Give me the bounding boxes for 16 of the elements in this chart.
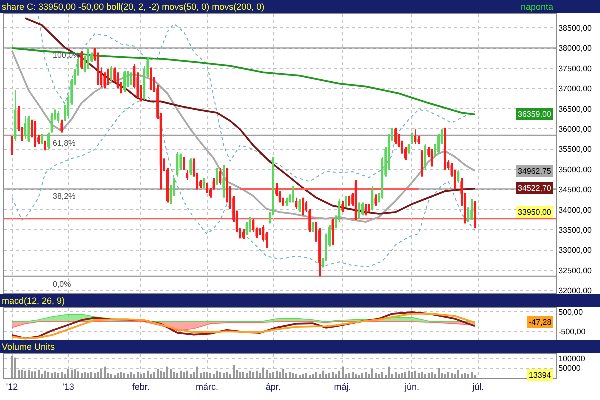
x-tick-label: '13 — [62, 382, 74, 392]
y-tick-label: 100000 — [558, 354, 586, 364]
x-tick-label: márc. — [196, 382, 219, 392]
x-tick-label: júl. — [472, 382, 484, 392]
y-tick-label: 50000 — [558, 364, 582, 374]
annotation: 13394 — [529, 371, 552, 380]
x-tick-label: jún. — [404, 382, 420, 392]
x-tick-label: '12 — [6, 382, 18, 392]
chart-title: Volume Units — [2, 342, 56, 352]
chart-title: macd(12, 26, 9) — [2, 296, 66, 306]
x-tick-label: febr. — [132, 382, 150, 392]
annotation: -47,28 — [529, 318, 552, 327]
y-tick-label: -500,00 — [558, 328, 586, 337]
y-tick-label: 500,00 — [558, 308, 584, 317]
x-tick-label: ápr. — [266, 382, 281, 392]
x-tick-label: máj. — [334, 382, 352, 392]
